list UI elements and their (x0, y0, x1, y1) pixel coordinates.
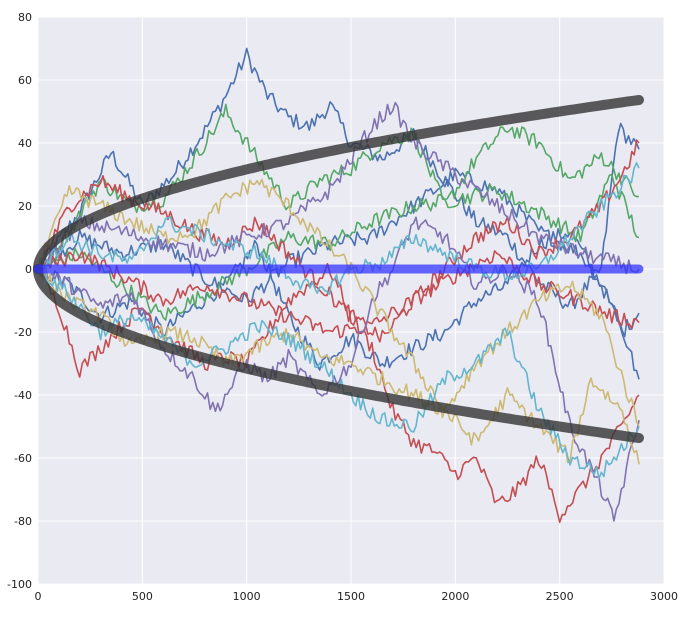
lower-envelope-line (33, 264, 644, 443)
x-tick-label-1: 500 (132, 590, 153, 603)
y-tick-label-4: -20 (14, 326, 32, 339)
y-tick-label-5: 0 (25, 263, 32, 276)
x-tick-label-0: 0 (35, 590, 42, 603)
y-tick-label-3: -40 (14, 389, 32, 402)
series-line-9 (37, 101, 640, 275)
y-tick-labels: -100 -80 -60 -40 -20 0 20 40 60 80 (7, 11, 32, 591)
series-line-4 (37, 173, 640, 321)
y-tick-label-0: -100 (7, 578, 32, 591)
x-tick-label-4: 2000 (441, 590, 469, 603)
y-tick-label-1: -80 (14, 515, 32, 528)
x-tick-labels: 0 500 1000 1500 2000 2500 3000 (35, 590, 679, 603)
x-tick-label-5: 2500 (546, 590, 574, 603)
x-tick-label-2: 1000 (233, 590, 261, 603)
x-tick-label-6: 3000 (650, 590, 678, 603)
series-line-8 (37, 216, 640, 522)
upper-envelope-line (33, 95, 644, 274)
x-tick-label-3: 1500 (337, 590, 365, 603)
reference-layer (33, 95, 644, 443)
y-tick-label-9: 80 (18, 11, 32, 24)
y-tick-label-8: 60 (18, 74, 32, 87)
y-tick-label-2: -60 (14, 452, 32, 465)
y-tick-label-7: 40 (18, 137, 32, 150)
series-line-7 (37, 250, 640, 339)
series-line-3 (37, 103, 640, 270)
y-tick-label-6: 20 (18, 200, 32, 213)
